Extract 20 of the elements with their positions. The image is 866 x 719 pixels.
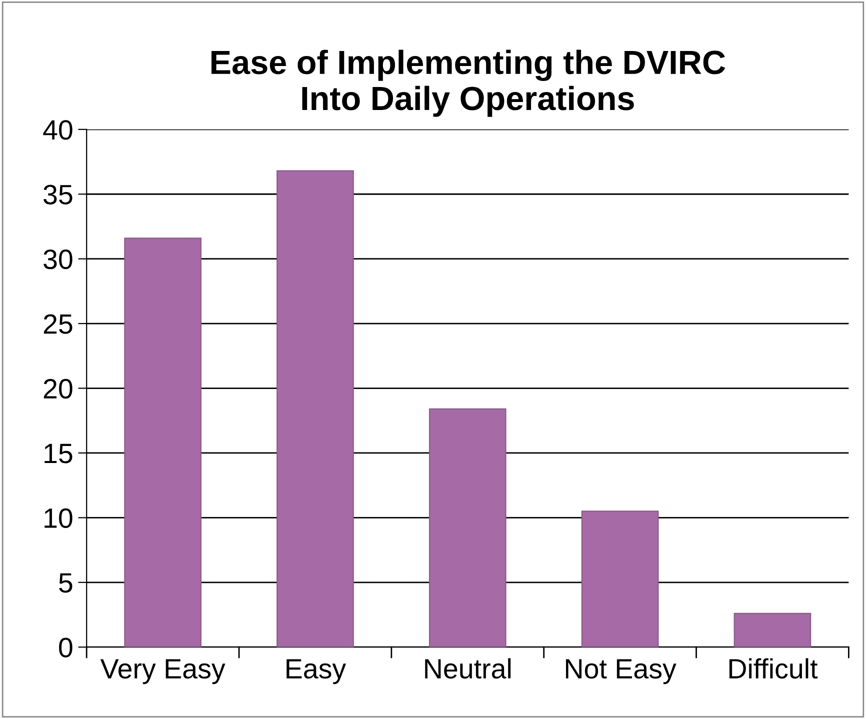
bar (734, 612, 812, 648)
x-tick-label: Very Easy (100, 659, 226, 684)
y-tick-label: 35 (44, 184, 72, 204)
bar (428, 408, 506, 648)
y-tick-label: 25 (44, 314, 72, 334)
y-tick-label: 5 (59, 573, 72, 593)
y-tick-label: 15 (44, 444, 72, 464)
y-tick-label: 20 (44, 378, 72, 399)
bar (581, 510, 659, 648)
x-tick-label: Not Easy (566, 659, 676, 684)
x-tick-label: Difficult (729, 658, 818, 679)
x-tick-label: Easy (286, 659, 346, 684)
y-tick-label: 10 (44, 508, 72, 528)
x-tick-label: Neutral (425, 658, 511, 679)
chart-title: Ease of Implementing the DVIRC Into Daily Operations (212, 50, 726, 117)
bar (124, 238, 202, 648)
bar (276, 170, 354, 648)
y-tick-label: 40 (43, 120, 72, 140)
y-tick-label: 30 (44, 250, 72, 270)
y-tick-label: 0 (59, 638, 72, 658)
